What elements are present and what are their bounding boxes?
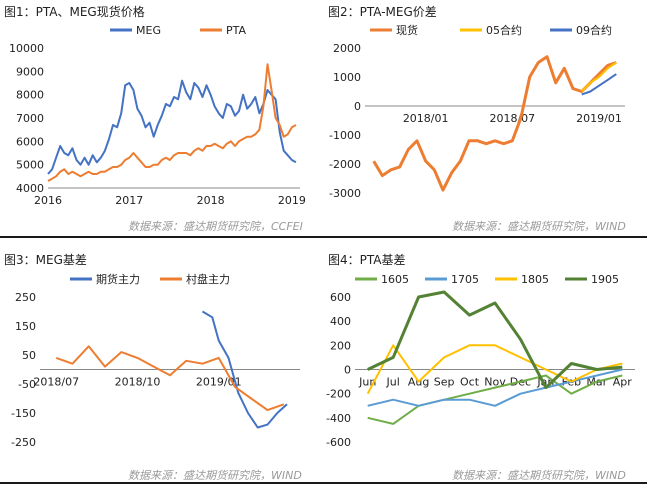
y-tick-label: -200 [326,388,351,401]
y-tick-label: 0 [354,100,361,113]
x-tick-label: 2019/01 [576,112,622,125]
x-tick-label: 2018/07 [33,376,79,389]
panel3-title: 图3：MEG基差 [4,253,87,267]
panel1-source: 数据来源：盛达期货研究院，CCFEI [128,220,303,233]
y-tick-label: 250 [15,291,36,304]
legend-label: 1805 [521,273,549,286]
x-tick-label: Jul [386,376,400,389]
series-line-1705 [367,368,623,407]
series-line-1605 [367,374,623,425]
divider-bottom [0,482,647,484]
divider-top [0,236,647,238]
series-line-1805 [366,344,623,395]
panel1-title: 图1：PTA、MEG现货价格 [4,5,145,19]
legend-label: PTA [226,24,246,37]
series-line-09合约 [581,73,617,96]
y-tick-label: 9000 [16,65,44,78]
y-tick-label: -400 [326,412,351,425]
y-tick-label: 50 [22,349,36,362]
y-tick-label: 10000 [9,42,44,55]
y-tick-label: 0 [344,364,351,377]
series-line-05合约 [580,61,617,93]
y-tick-label: -50 [18,378,36,391]
x-tick-label: Apr [613,376,633,389]
legend-label: 村盘主力 [186,272,230,286]
x-tick-label: 2019 [278,194,306,207]
legend-label: 1905 [591,273,619,286]
y-tick-label: 5000 [16,159,44,172]
x-tick-label: 2017 [115,194,143,207]
panel3-source: 数据来源：盛达期货研究院，WIND [128,469,302,482]
panel4-title: 图4：PTA基差 [328,253,406,267]
x-tick-label: 2016 [34,194,62,207]
panel2-source: 数据来源：盛达期货研究院，WIND [452,220,626,233]
y-tick-label: -250 [11,436,36,449]
y-tick-label: 1000 [333,71,361,84]
legend-label: 1705 [451,273,479,286]
y-tick-label: -150 [11,407,36,420]
chart-meg-pta-price: 4000 5000 6000 7000 8000 9000 10000 2016 2017 201… [9,24,306,207]
legend-label: MEG [136,24,161,37]
y-tick-label: 200 [330,339,351,352]
x-tick-label: Sep [434,376,455,389]
panel2-title: 图2：PTA-MEG价差 [328,5,437,19]
series-line-PTA [47,63,297,182]
legend-label: 1605 [381,273,409,286]
y-tick-label: 600 [330,291,351,304]
y-tick-label: 2000 [333,42,361,55]
y-tick-label: 4000 [16,182,44,195]
y-tick-label: -1000 [329,129,361,142]
y-tick-label: -3000 [329,187,361,200]
legend-label: 05合约 [486,23,522,37]
legend-label: 09合约 [576,23,612,37]
y-tick-label: 400 [330,315,351,328]
legend-label: 期货主力 [96,272,140,286]
x-tick-label: Oct [460,376,480,389]
x-tick-label: 2018/01 [403,112,449,125]
legend-label: 现货 [396,23,418,37]
y-tick-label: 6000 [16,135,44,148]
chart-pta-meg-spread: -3000 -2000 -1000 0 1000 2000 2018/01 2018/07 20… [329,23,625,200]
series-line-1905 [367,290,623,390]
series-line-MEG [47,79,297,175]
x-tick-label: 2018 [197,194,225,207]
series-line-现货 [372,55,617,192]
x-tick-label: 2018/07 [489,112,535,125]
x-tick-label: 2018/10 [115,376,161,389]
panel4-source: 数据来源：盛达期货研究院，WIND [452,469,626,482]
y-tick-label: 150 [15,320,36,333]
y-tick-label: -600 [326,436,351,449]
series-line-村盘主力 [55,345,285,412]
y-tick-label: -2000 [329,158,361,171]
series-line-期货主力 [201,310,288,429]
y-tick-label: 7000 [16,112,44,125]
y-tick-label: 8000 [16,89,44,102]
